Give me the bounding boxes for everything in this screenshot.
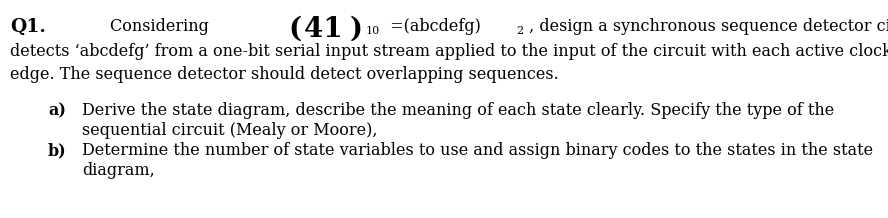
Text: edge. The sequence detector should detect overlapping sequences.: edge. The sequence detector should detec…	[10, 66, 559, 83]
Text: a): a)	[48, 102, 66, 119]
Text: Derive the state diagram, describe the meaning of each state clearly. Specify th: Derive the state diagram, describe the m…	[82, 102, 834, 119]
Text: Q1.: Q1.	[10, 18, 46, 36]
Text: detects ‘abcdefg’ from a one-bit serial input stream applied to the input of the: detects ‘abcdefg’ from a one-bit serial …	[10, 43, 888, 60]
Text: 2: 2	[516, 26, 523, 36]
Text: diagram,: diagram,	[82, 162, 155, 179]
Text: , design a synchronous sequence detector circuit that: , design a synchronous sequence detector…	[524, 18, 888, 35]
Text: sequential circuit (Mealy or Moore),: sequential circuit (Mealy or Moore),	[82, 122, 377, 139]
Text: =(abcdefg): =(abcdefg)	[385, 18, 481, 35]
Text: b): b)	[48, 142, 67, 159]
Text: (: (	[288, 16, 301, 43]
Text: Considering: Considering	[110, 18, 214, 35]
Text: 41: 41	[304, 16, 362, 43]
Text: ): )	[350, 16, 363, 43]
Text: Determine the number of state variables to use and assign binary codes to the st: Determine the number of state variables …	[82, 142, 873, 159]
Text: 10: 10	[366, 26, 380, 36]
